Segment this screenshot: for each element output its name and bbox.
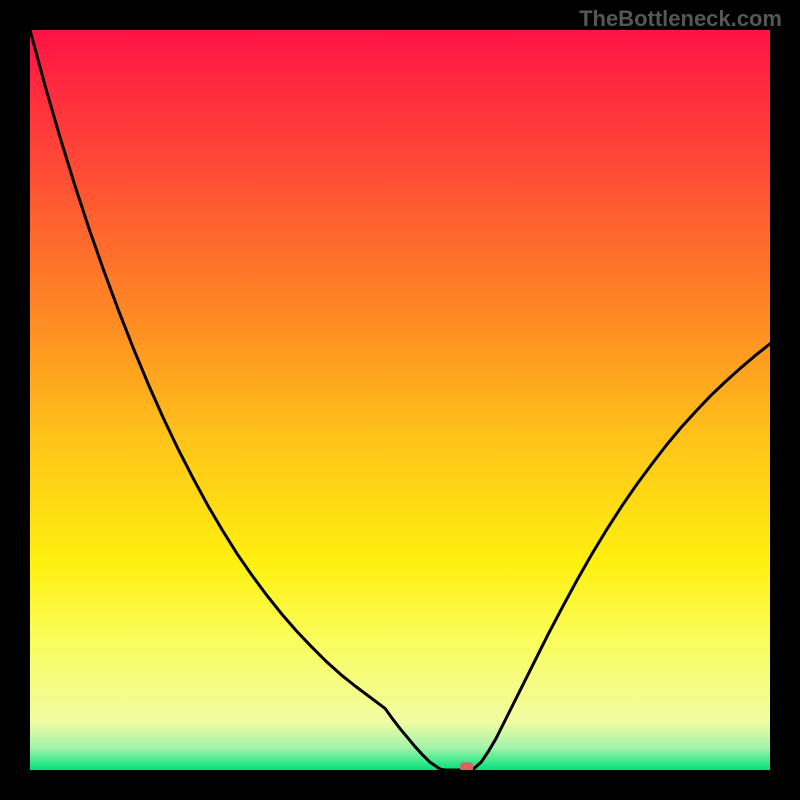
chart-container: TheBottleneck.com (0, 0, 800, 800)
plot-svg (30, 30, 770, 770)
watermark-label: TheBottleneck.com (579, 6, 782, 32)
plot-area (30, 30, 770, 770)
marker-dot (460, 762, 473, 770)
plot-background (30, 30, 770, 770)
